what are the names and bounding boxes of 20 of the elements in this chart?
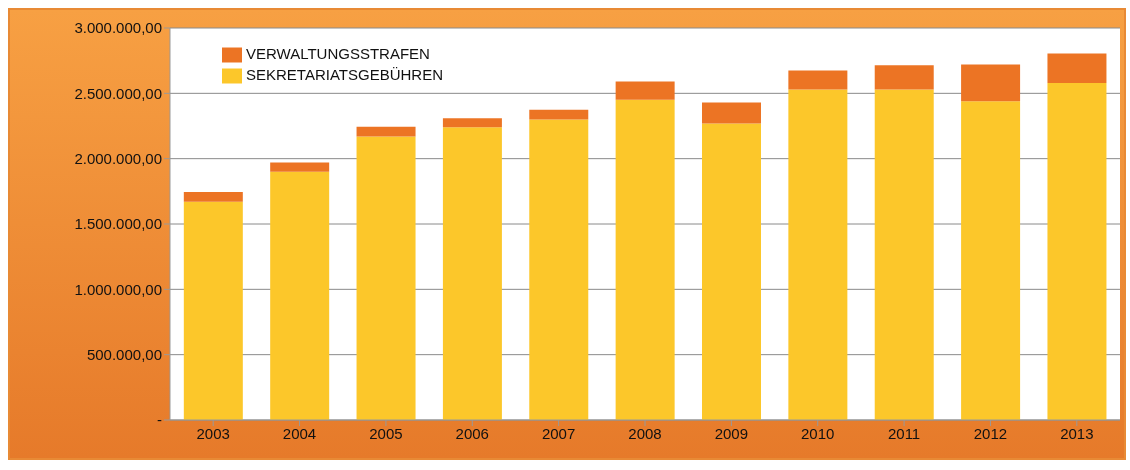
y-tick-label: 1.000.000,00 xyxy=(74,280,162,298)
y-tick-label: 2.500.000,00 xyxy=(74,84,162,102)
x-tick-label: 2007 xyxy=(541,424,576,442)
legend-label: VERWALTUNGSSTRAFEN xyxy=(246,45,430,62)
y-tick-label: - xyxy=(157,411,162,429)
x-tick-label: 2013 xyxy=(1060,424,1094,442)
legend-label: SEKRETARIATSGEBÜHREN xyxy=(246,66,443,84)
x-tick-label: 2011 xyxy=(887,424,921,442)
y-tick-label: 3.000.000,00 xyxy=(74,19,162,37)
x-tick-label: 2008 xyxy=(628,424,662,442)
x-tick-label: 2003 xyxy=(196,424,230,442)
x-tick-label: 2009 xyxy=(714,424,749,442)
y-tick-label: 500.000,00 xyxy=(86,345,162,363)
x-tick-label: 2004 xyxy=(282,424,317,442)
y-tick-label: 2.000.000,00 xyxy=(74,149,162,167)
x-tick-label: 2005 xyxy=(369,424,403,442)
x-tick-label: 2006 xyxy=(455,424,489,442)
x-tick-label: 2012 xyxy=(973,424,1008,442)
x-tick-label: 2010 xyxy=(801,424,835,442)
y-tick-label: 1.500.000,00 xyxy=(74,215,162,233)
